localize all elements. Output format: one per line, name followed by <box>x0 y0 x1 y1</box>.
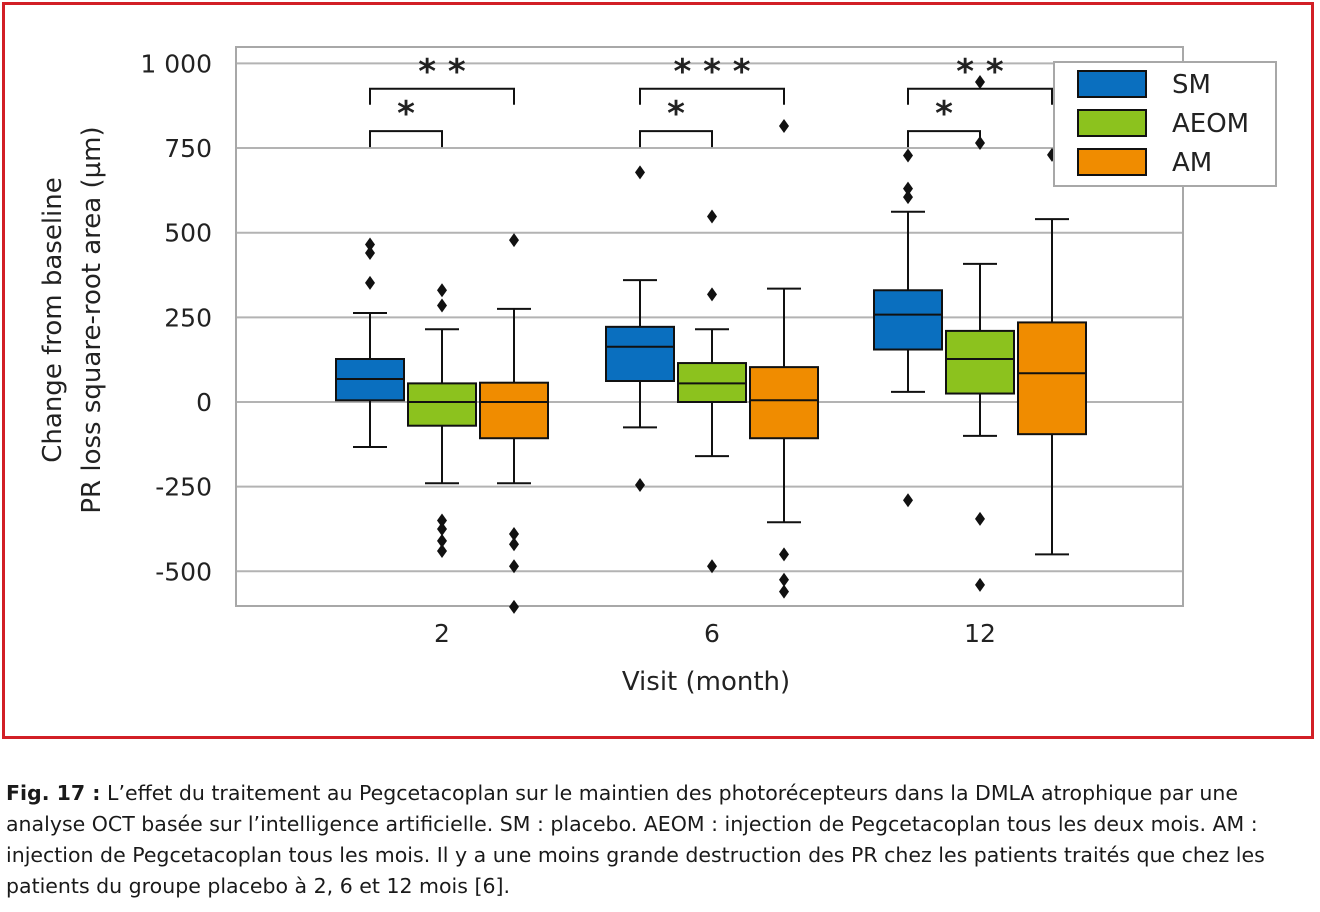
box-sm <box>873 289 943 351</box>
outlier-point <box>437 283 447 298</box>
x-axis-title: Visit (month) <box>622 667 790 697</box>
significance-bracket <box>907 130 981 148</box>
outlier-point <box>365 237 375 252</box>
outlier-point <box>707 209 717 224</box>
caption-text: L’effet du traitement au Pegcetacoplan s… <box>6 781 1265 898</box>
y-axis-title-line-1: Change from baseline <box>38 177 68 462</box>
legend-swatch-am <box>1077 148 1147 176</box>
y-tick-label: 500 <box>164 219 212 248</box>
outlier-point <box>437 521 447 536</box>
significance-label: * <box>667 94 685 134</box>
box-aeom <box>407 382 477 427</box>
box-sm <box>605 325 675 383</box>
outlier-point <box>707 287 717 302</box>
significance-bracket <box>639 87 785 105</box>
y-tick-label: 250 <box>164 303 212 332</box>
box-plot-chart: -500 -250 0 250 500 750 1 000 2 6 12 Visit (month)… <box>38 46 1277 697</box>
outlier-point <box>779 119 789 134</box>
y-tick-label: 1 000 <box>140 49 212 78</box>
significance-bracket <box>639 130 713 148</box>
outlier-point <box>903 148 913 163</box>
outlier-point <box>635 165 645 180</box>
outlier-point <box>509 537 519 552</box>
legend-swatch-aeom <box>1077 109 1147 137</box>
caption-figure-label: Fig. 17 : <box>6 781 101 805</box>
outlier-point <box>903 181 913 196</box>
y-tick-label: -250 <box>155 473 212 502</box>
outlier-point <box>437 533 447 548</box>
outlier-point <box>509 599 519 614</box>
legend-label-am: AM <box>1172 148 1212 178</box>
legend-label-aeom: AEOM <box>1172 109 1249 139</box>
figure-frame <box>2 2 1314 739</box>
figure-caption: Fig. 17 : L’effet du traitement au Pegce… <box>6 778 1316 902</box>
outlier-point <box>437 298 447 313</box>
box-am <box>479 381 549 440</box>
outlier-point <box>437 513 447 528</box>
outlier-point <box>365 275 375 290</box>
box-am <box>749 366 819 440</box>
legend-swatch-sm <box>1077 70 1147 98</box>
outlier-point <box>903 493 913 508</box>
x-tick-label: 12 <box>964 619 996 648</box>
significance-bracket <box>369 87 515 105</box>
outlier-point <box>975 511 985 526</box>
significance-label: * <box>935 94 953 134</box>
outlier-point <box>509 559 519 574</box>
y-tick-label: -500 <box>155 557 212 586</box>
y-tick-label: 750 <box>164 134 212 163</box>
significance-label: * * <box>956 52 1004 92</box>
outlier-point <box>365 246 375 261</box>
outlier-point <box>779 572 789 587</box>
legend-label-sm: SM <box>1172 70 1211 100</box>
outlier-point <box>779 584 789 599</box>
outlier-point <box>707 559 717 574</box>
outlier-point <box>903 190 913 205</box>
y-axis-title-line-2: PR loss square-root area (µm) <box>77 126 107 513</box>
outlier-point <box>437 543 447 558</box>
outlier-point <box>779 547 789 562</box>
plot-area-border <box>235 46 1184 607</box>
outlier-point <box>975 75 985 90</box>
significance-bracket <box>369 130 443 148</box>
significance-bracket <box>907 87 1053 105</box>
significance-label: * * <box>418 52 466 92</box>
outlier-point <box>509 233 519 248</box>
significance-label: * * * <box>673 52 750 92</box>
outlier-point <box>975 577 985 592</box>
significance-label: * <box>397 94 415 134</box>
x-tick-label: 2 <box>434 619 450 648</box>
x-tick-label: 6 <box>704 619 720 648</box>
y-tick-label: 0 <box>196 388 212 417</box>
box-aeom <box>945 329 1015 395</box>
box-am <box>1017 321 1087 436</box>
outlier-point <box>509 527 519 542</box>
outlier-point <box>635 477 645 492</box>
